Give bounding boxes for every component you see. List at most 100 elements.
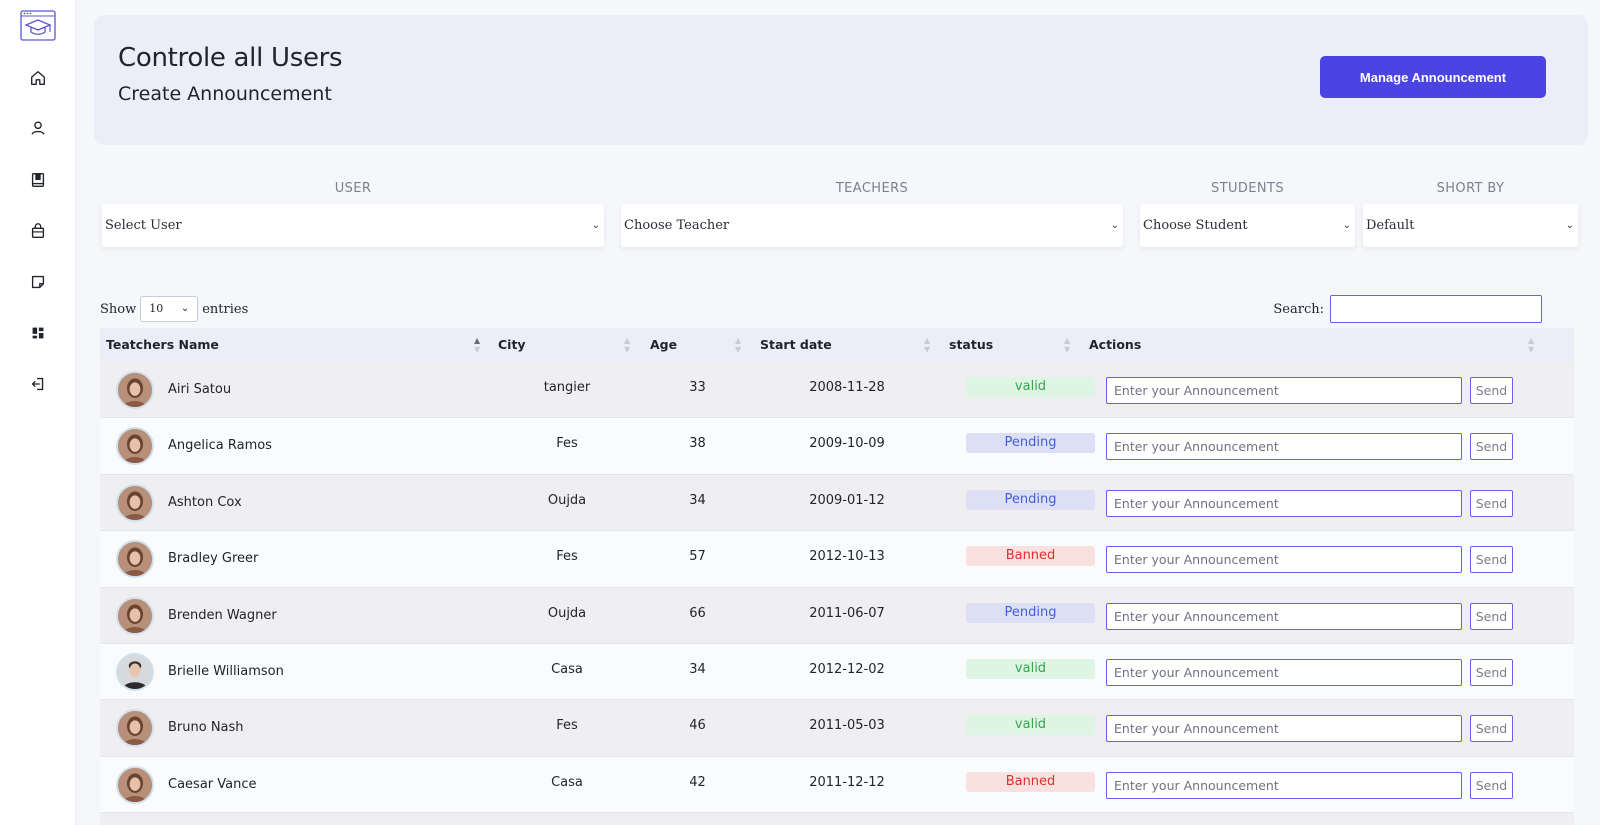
search-input[interactable] <box>1330 295 1542 323</box>
avatar <box>116 596 154 635</box>
start-date-cell: 2008-11-28 <box>809 380 885 395</box>
chevron-down-icon: ⌄ <box>1342 220 1351 231</box>
avatar <box>116 765 154 804</box>
chevron-down-icon: ⌄ <box>1110 220 1119 231</box>
sort-select[interactable]: Default ⌄ <box>1363 204 1578 247</box>
home-icon[interactable] <box>28 68 48 88</box>
start-date-cell: 2011-12-12 <box>809 774 885 790</box>
start-date-cell: 2012-10-13 <box>809 549 885 565</box>
announcement-input[interactable]: Enter your Announcement <box>1106 433 1462 461</box>
user-select[interactable]: Select User ⌄ <box>102 204 604 247</box>
status-badge: valid <box>966 715 1095 736</box>
send-button[interactable]: Send <box>1470 658 1513 686</box>
dashboard-icon[interactable] <box>28 323 48 343</box>
send-button[interactable]: Send <box>1470 546 1513 574</box>
start-date-cell: 2011-05-03 <box>809 718 885 734</box>
table-header: Teatchers Name ▲ ▼ City ▲ ▼ Age ▲ ▼ Start d… <box>100 328 1574 362</box>
main-content: Controle all Users Create Announcement M… <box>76 0 1600 825</box>
announcement-input[interactable]: Enter your Announcement <box>1106 546 1462 574</box>
user-icon[interactable] <box>28 118 48 138</box>
table-body: Airi Satou tangier 33 2008-11-28 valid Enter … <box>100 362 1574 814</box>
teachers-table: Teatchers Name ▲ ▼ City ▲ ▼ Age ▲ ▼ Start d… <box>100 328 1574 825</box>
avatar <box>116 483 154 522</box>
send-button[interactable]: Send <box>1470 715 1513 743</box>
city-cell: Oujda <box>547 605 587 621</box>
teacher-name: Bradley Greer <box>168 551 259 567</box>
sort-icon[interactable]: ▲ ▼ <box>735 336 742 354</box>
status-badge: valid <box>966 658 1095 679</box>
manage-announcement-button[interactable]: Manage Announcement <box>1320 56 1546 98</box>
entries-label: entries <box>202 301 249 317</box>
teacher-name: Angelica Ramos <box>168 438 272 454</box>
age-cell: 57 <box>689 549 706 565</box>
shopping-bag-icon[interactable] <box>28 221 48 241</box>
teachers-filter-label: TEACHERS <box>835 181 909 196</box>
page-header: Controle all Users Create Announcement M… <box>94 15 1588 145</box>
table-row: Airi Satou tangier 33 2008-11-28 valid Enter … <box>100 362 1574 419</box>
user-filter: USER Select User ⌄ <box>102 180 604 247</box>
city-cell: tangier <box>543 380 591 395</box>
announcement-input[interactable]: Enter your Announcement <box>1106 602 1462 630</box>
send-button[interactable]: Send <box>1470 771 1513 799</box>
avatar <box>116 540 154 579</box>
age-cell: 38 <box>689 436 706 452</box>
student-select[interactable]: Choose Student ⌄ <box>1140 204 1355 247</box>
teacher-name: Bruno Nash <box>168 720 244 736</box>
user-filter-label: USER <box>334 181 372 196</box>
send-button[interactable]: Send <box>1470 489 1513 517</box>
graduation-cap-icon[interactable] <box>20 9 56 42</box>
send-button[interactable]: Send <box>1470 602 1513 630</box>
column-header-start-date[interactable]: Start date <box>760 337 832 352</box>
column-header-status[interactable]: status <box>949 337 994 352</box>
table-row: Angelica Ramos Fes 38 2009-10-09 Pending Ente… <box>100 418 1574 475</box>
table-row: Brenden Wagner Oujda 66 2011-06-07 Pending En… <box>100 587 1574 644</box>
start-date-cell: 2012-12-02 <box>809 661 885 677</box>
table-row: Bruno Nash Fes 46 2011-05-03 valid Enter your… <box>100 700 1574 757</box>
teacher-name: Brielle Williamson <box>168 663 284 679</box>
status-badge: Banned <box>966 771 1095 792</box>
start-date-cell: 2009-10-09 <box>809 436 885 452</box>
column-header-city[interactable]: City <box>498 337 526 352</box>
table-row: Brielle Williamson Casa 34 2012-12-02 valid E… <box>100 643 1574 701</box>
avatar <box>116 709 154 748</box>
sort-icon[interactable]: ▲ ▼ <box>474 336 481 354</box>
teacher-select[interactable]: Choose Teacher ⌄ <box>621 204 1123 247</box>
city-cell: Fes <box>556 549 578 565</box>
start-date-cell: 2011-06-07 <box>809 605 885 621</box>
age-cell: 42 <box>689 774 706 790</box>
announcement-input[interactable]: Enter your Announcement <box>1106 771 1462 799</box>
city-cell: Fes <box>556 436 578 452</box>
column-header-name[interactable]: Teatchers Name <box>106 337 219 352</box>
logout-icon[interactable] <box>28 374 48 394</box>
age-cell: 34 <box>689 661 706 677</box>
announcement-input[interactable]: Enter your Announcement <box>1106 658 1462 686</box>
teacher-name: Brenden Wagner <box>168 607 277 623</box>
table-row: Bradley Greer Fes 57 2012-10-13 Banned Enter … <box>100 531 1574 588</box>
send-button[interactable]: Send <box>1470 433 1513 461</box>
entries-value: 10 <box>149 302 164 315</box>
column-header-actions[interactable]: Actions <box>1089 337 1142 352</box>
city-cell: Casa <box>551 661 583 677</box>
column-header-age[interactable]: Age <box>650 337 678 352</box>
sort-icon[interactable]: ▲ ▼ <box>1528 336 1535 354</box>
entries-select[interactable]: 10 ⌄ <box>140 296 199 322</box>
sort-icon[interactable]: ▲ ▼ <box>624 336 631 354</box>
avatar <box>116 427 154 466</box>
note-icon[interactable] <box>28 272 48 292</box>
send-button[interactable]: Send <box>1470 377 1513 404</box>
city-cell: Fes <box>556 718 578 734</box>
announcement-input[interactable]: Enter your Announcement <box>1106 377 1462 404</box>
announcement-input[interactable]: Enter your Announcement <box>1106 715 1462 743</box>
search-label: Search: <box>1273 301 1324 317</box>
sort-icon[interactable]: ▲ ▼ <box>1064 336 1071 354</box>
age-cell: 66 <box>689 605 706 621</box>
announcement-input[interactable]: Enter your Announcement <box>1106 489 1462 517</box>
status-badge: Banned <box>966 546 1095 567</box>
chevron-down-icon: ⌄ <box>591 220 600 231</box>
teacher-select-value: Choose Teacher <box>624 218 730 233</box>
sort-filter: SHORT BY Default ⌄ <box>1363 180 1578 247</box>
table-row <box>100 813 1574 825</box>
student-select-value: Choose Student <box>1143 218 1248 233</box>
sort-icon[interactable]: ▲ ▼ <box>924 336 931 354</box>
book-icon[interactable] <box>28 170 48 190</box>
